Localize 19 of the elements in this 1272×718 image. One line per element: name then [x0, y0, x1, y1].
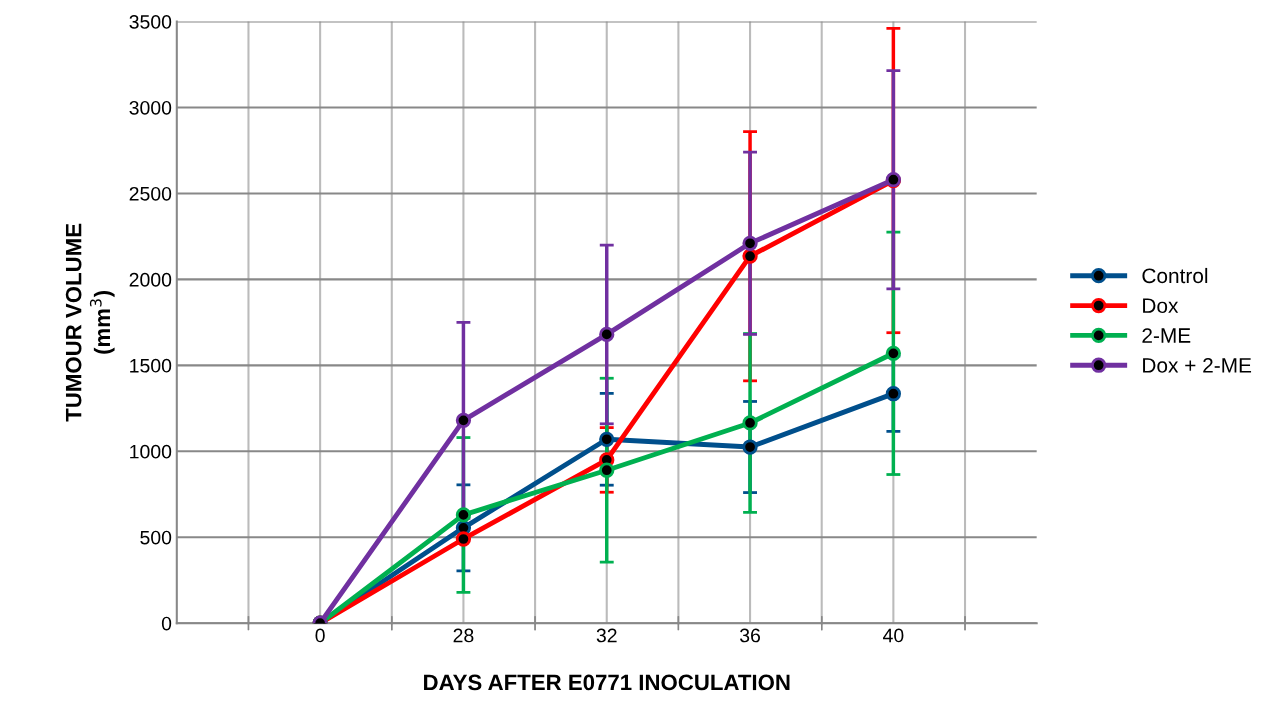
x-tick-label: 0: [315, 628, 325, 643]
legend-label: 2-ME: [1142, 328, 1191, 343]
y-tick-label: 3000: [129, 100, 172, 115]
y-tick-label: 500: [140, 530, 172, 545]
y-tick-label: 1500: [130, 358, 172, 373]
y-tick-label: 2500: [129, 186, 172, 201]
x-tick-label: 32: [596, 628, 617, 643]
legend-label: Dox: [1143, 298, 1179, 314]
x-tick-label: 40: [883, 628, 904, 643]
y-tick-label: 2000: [129, 272, 172, 287]
y-tick-label: 3500: [129, 15, 172, 29]
x-axis-title: DAYS AFTER E0771 INOCULATION: [424, 674, 790, 691]
legend-label: Control: [1142, 267, 1208, 284]
y-axis-title: TUMOUR VOLUME (mm$^{3}$): [65, 223, 115, 422]
x-tick-label: 36: [739, 628, 761, 643]
y-tick-label: 0: [161, 616, 172, 631]
legend-label: Dox + 2-ME: [1143, 357, 1252, 373]
y-tick-label: 1000: [130, 444, 172, 459]
x-tick-label: 28: [453, 628, 474, 643]
